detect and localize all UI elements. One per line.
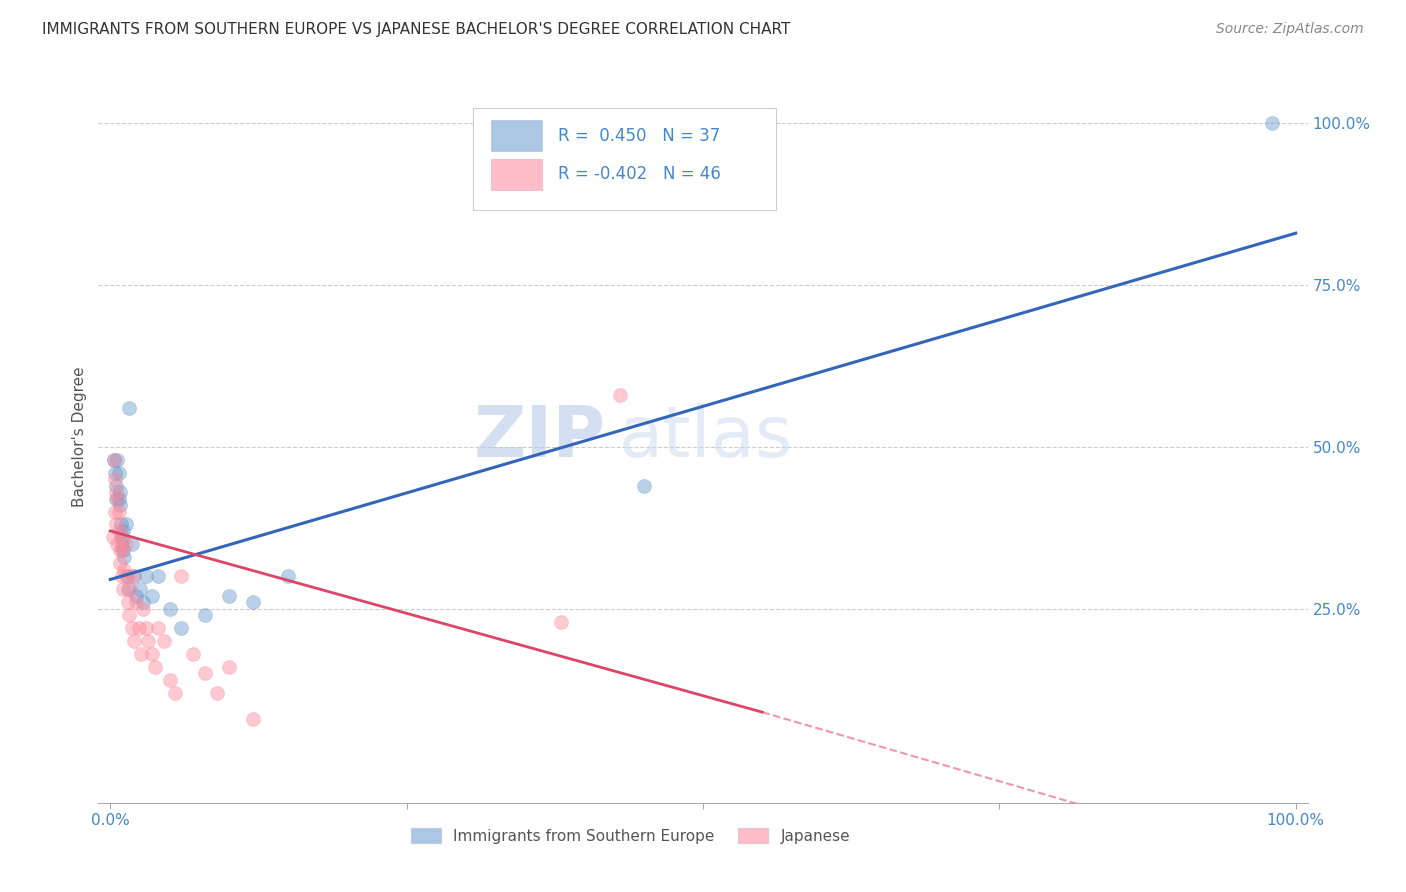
FancyBboxPatch shape <box>492 120 543 151</box>
Point <box>108 485 131 500</box>
Point <box>118 401 141 415</box>
Point <box>633 478 655 492</box>
Point <box>121 569 143 583</box>
Point <box>105 452 128 467</box>
Point <box>108 543 131 558</box>
Point <box>107 491 129 506</box>
Legend: Immigrants from Southern Europe, Japanese: Immigrants from Southern Europe, Japanes… <box>405 822 856 850</box>
Point <box>111 543 134 558</box>
Point <box>103 452 125 467</box>
Point <box>125 595 148 609</box>
Point <box>609 388 631 402</box>
Point <box>122 569 145 583</box>
Text: R =  0.450   N = 37: R = 0.450 N = 37 <box>558 127 720 145</box>
Point <box>194 666 217 681</box>
Point <box>122 634 145 648</box>
Point <box>103 452 125 467</box>
Point <box>121 621 143 635</box>
FancyBboxPatch shape <box>492 159 543 190</box>
Point <box>128 621 150 635</box>
Point <box>129 647 152 661</box>
Point <box>194 608 217 623</box>
Point <box>165 686 187 700</box>
Point <box>218 660 240 674</box>
Point <box>152 634 174 648</box>
Point <box>111 530 134 544</box>
Point <box>101 530 124 544</box>
Point <box>143 660 166 674</box>
Point <box>205 686 228 700</box>
Point <box>114 537 136 551</box>
Point <box>181 647 204 661</box>
Point <box>132 601 155 615</box>
Point <box>170 621 193 635</box>
Point <box>105 478 128 492</box>
Point <box>129 582 152 597</box>
Text: ZIP: ZIP <box>474 402 606 472</box>
Point <box>115 569 138 583</box>
Point <box>277 569 299 583</box>
Point <box>146 621 169 635</box>
Point <box>242 595 264 609</box>
Point <box>105 491 128 506</box>
Point <box>114 549 136 564</box>
Point <box>218 589 240 603</box>
Point <box>105 537 128 551</box>
Point <box>550 615 572 629</box>
Y-axis label: Bachelor's Degree: Bachelor's Degree <box>72 367 87 508</box>
Point <box>170 569 193 583</box>
Point <box>118 608 141 623</box>
Point <box>117 595 139 609</box>
Point <box>146 569 169 583</box>
Point <box>242 712 264 726</box>
Point <box>135 621 157 635</box>
Point <box>107 466 129 480</box>
Point <box>115 569 138 583</box>
Point <box>117 582 139 597</box>
Point <box>141 647 163 661</box>
Point <box>108 557 131 571</box>
Point <box>141 589 163 603</box>
Point <box>111 569 134 583</box>
Point <box>121 537 143 551</box>
Point <box>108 498 131 512</box>
Point <box>107 504 129 518</box>
Point <box>104 466 127 480</box>
Point <box>112 543 135 558</box>
Point <box>120 582 142 597</box>
Point <box>159 601 181 615</box>
Point <box>136 634 159 648</box>
Point <box>114 517 136 532</box>
Point <box>159 673 181 687</box>
Point <box>107 524 129 538</box>
Point <box>110 517 132 532</box>
Point <box>112 582 135 597</box>
Text: atlas: atlas <box>619 402 793 472</box>
Point <box>104 504 127 518</box>
Point <box>125 589 148 603</box>
Point <box>1261 116 1284 130</box>
Text: R = -0.402   N = 46: R = -0.402 N = 46 <box>558 166 721 184</box>
Point <box>110 530 132 544</box>
Point <box>135 569 157 583</box>
Point <box>114 563 136 577</box>
Point <box>111 537 134 551</box>
Point <box>105 517 128 532</box>
Text: IMMIGRANTS FROM SOUTHERN EUROPE VS JAPANESE BACHELOR'S DEGREE CORRELATION CHART: IMMIGRANTS FROM SOUTHERN EUROPE VS JAPAN… <box>42 22 790 37</box>
Point <box>132 595 155 609</box>
Text: Source: ZipAtlas.com: Source: ZipAtlas.com <box>1216 22 1364 37</box>
Point <box>105 491 128 506</box>
Point <box>112 524 135 538</box>
Point <box>105 485 128 500</box>
FancyBboxPatch shape <box>474 108 776 211</box>
Point <box>104 472 127 486</box>
